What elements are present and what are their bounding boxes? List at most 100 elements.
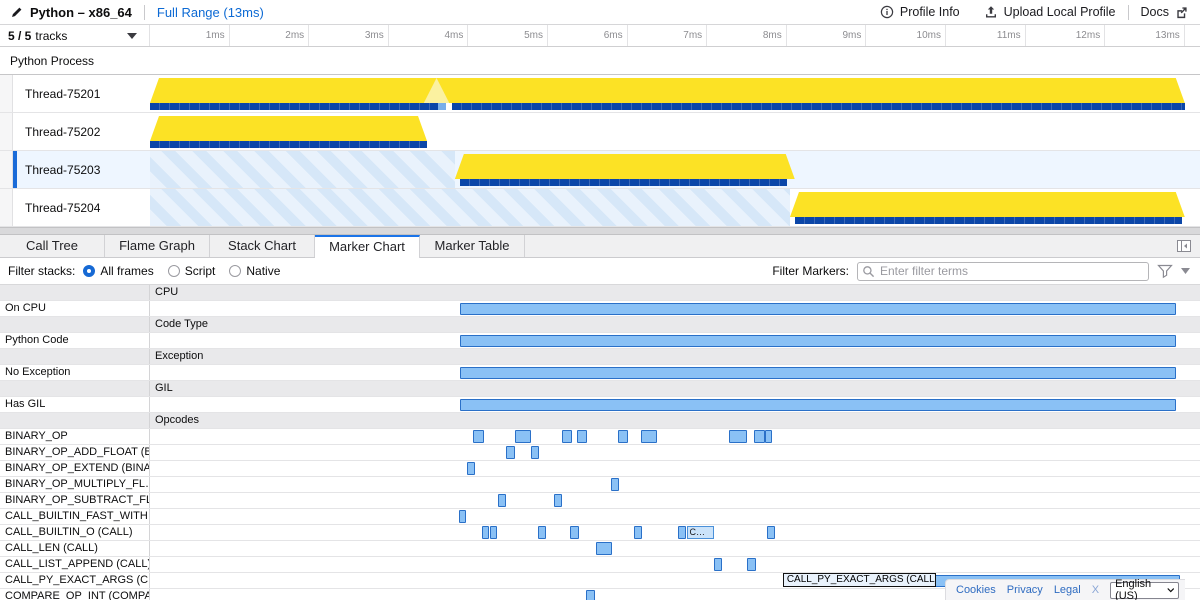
language-select[interactable]: English (US) xyxy=(1110,578,1179,600)
marker-span[interactable] xyxy=(458,510,466,523)
marker-span[interactable] xyxy=(766,526,775,539)
marker-span[interactable] xyxy=(466,462,475,475)
marker-row-label: CALL_LIST_APPEND (CALL) xyxy=(0,557,150,572)
marker-span[interactable] xyxy=(586,590,595,600)
marker-section-header-opcodes: Opcodes xyxy=(0,413,1200,429)
marker-strip xyxy=(451,103,1185,110)
filter-funnel-icon[interactable] xyxy=(1157,264,1173,279)
marker-span[interactable] xyxy=(459,303,1177,315)
marker-strip xyxy=(794,217,1183,224)
tab-stack-chart[interactable]: Stack Chart xyxy=(210,235,315,257)
marker-span[interactable] xyxy=(618,430,629,443)
marker-span[interactable] xyxy=(531,446,540,459)
marker-span[interactable] xyxy=(728,430,747,443)
marker-section-header-cpu: CPU xyxy=(0,285,1200,301)
track-rail xyxy=(0,75,13,112)
collapse-sidebar-button[interactable] xyxy=(1176,239,1192,253)
ruler-tick: 8ms xyxy=(707,25,787,46)
tab-marker-chart[interactable]: Marker Chart xyxy=(315,235,420,258)
marker-span[interactable] xyxy=(754,430,765,443)
panel-tab-bar: Call Tree Flame Graph Stack Chart Marker Ch… xyxy=(0,235,1200,258)
marker-span[interactable] xyxy=(514,430,532,443)
marker-span[interactable] xyxy=(561,430,572,443)
marker-section-header-exception: Exception xyxy=(0,349,1200,365)
marker-row-call-list-append-call-: CALL_LIST_APPEND (CALL) xyxy=(0,557,1200,573)
marker-span[interactable] xyxy=(489,526,498,539)
marker-row-binary-op-subtract-fl-: BINARY_OP_SUBTRACT_FL… xyxy=(0,493,1200,509)
language-value: English (US) xyxy=(1115,578,1152,600)
process-label: Python Process xyxy=(10,53,95,68)
tab-flame-graph[interactable]: Flame Graph xyxy=(105,235,210,257)
ruler-tick: 6ms xyxy=(548,25,628,46)
track-rail xyxy=(0,113,13,150)
track-row-thread-75201[interactable]: Thread-75201 xyxy=(0,75,1200,113)
footer-overlay: Cookies Privacy Legal X English (US) xyxy=(945,578,1185,600)
marker-selected-tooltip[interactable]: CALL_PY_EXACT_ARGS (CALL) xyxy=(782,573,937,587)
radio-script[interactable]: Script xyxy=(167,264,215,278)
marker-span[interactable] xyxy=(633,526,642,539)
ruler-tick: 4ms xyxy=(389,25,469,46)
track-row-thread-75203[interactable]: Thread-75203 xyxy=(0,151,1200,189)
selected-track-accent xyxy=(13,151,17,188)
marker-row-call-builtin-fast-with-: CALL_BUILTIN_FAST_WITH… xyxy=(0,509,1200,525)
radio-all-frames[interactable]: All frames xyxy=(83,264,154,278)
timeline-ruler-row: 5 / 5 tracks 1ms 2ms 3ms 4ms 5ms 6ms 7ms 8ms 9ms… xyxy=(0,25,1200,47)
idle-stripes xyxy=(150,151,455,188)
profile-info-button[interactable]: Profile Info xyxy=(868,0,972,24)
radio-native[interactable]: Native xyxy=(229,264,280,278)
ruler-tick: 11ms xyxy=(946,25,1026,46)
process-track-header[interactable]: Python Process xyxy=(0,47,1200,75)
marker-span[interactable] xyxy=(595,542,613,555)
marker-span[interactable] xyxy=(497,494,506,507)
marker-filter-input[interactable] xyxy=(857,261,1149,281)
marker-span[interactable] xyxy=(481,526,490,539)
marker-span-labeled[interactable]: C… xyxy=(686,526,715,539)
track-label: Thread-75204 xyxy=(25,200,101,215)
external-link-icon xyxy=(1175,6,1188,19)
marker-row-label: Has GIL xyxy=(0,397,150,412)
profile-name-button[interactable]: Python – x86_64 xyxy=(0,0,144,24)
marker-span[interactable] xyxy=(713,558,723,571)
footer-link-privacy[interactable]: Privacy xyxy=(1006,584,1043,596)
search-icon xyxy=(862,265,875,278)
ruler-tick: 13ms xyxy=(1105,25,1185,46)
full-range-button[interactable]: Full Range (13ms) xyxy=(156,4,264,20)
upload-profile-button[interactable]: Upload Local Profile xyxy=(972,0,1128,24)
filter-dropdown-caret-icon[interactable] xyxy=(1181,268,1190,274)
track-row-thread-75202[interactable]: Thread-75202 xyxy=(0,113,1200,151)
footer-link-x[interactable]: X xyxy=(1091,584,1100,596)
marker-span[interactable] xyxy=(677,526,686,539)
tab-marker-table[interactable]: Marker Table xyxy=(420,235,525,257)
marker-span[interactable] xyxy=(473,430,485,443)
filter-row: Filter stacks: All frames Script Native Fi… xyxy=(0,258,1200,285)
marker-row-on-cpu: On CPU xyxy=(0,301,1200,317)
track-row-thread-75204[interactable]: Thread-75204 xyxy=(0,189,1200,227)
marker-row-label: CALL_LEN (CALL) xyxy=(0,541,150,556)
marker-span[interactable] xyxy=(610,478,619,491)
marker-span[interactable] xyxy=(764,430,773,443)
tracks-dropdown-button[interactable]: 5 / 5 tracks xyxy=(0,25,150,46)
marker-span[interactable] xyxy=(459,335,1177,347)
marker-section-header-code-type: Code Type xyxy=(0,317,1200,333)
footer-link-cookies[interactable]: Cookies xyxy=(956,584,996,596)
marker-row-label xyxy=(0,285,150,300)
marker-span[interactable] xyxy=(459,367,1177,379)
docs-button[interactable]: Docs xyxy=(1129,0,1200,24)
marker-row-track xyxy=(150,509,1185,524)
radio-dot xyxy=(229,265,242,277)
timeline-ruler[interactable]: 1ms 2ms 3ms 4ms 5ms 6ms 7ms 8ms 9ms 10ms 11ms 12ms 1… xyxy=(150,25,1185,46)
marker-row-label: On CPU xyxy=(0,301,150,316)
ruler-tick: 5ms xyxy=(468,25,548,46)
footer-link-legal[interactable]: Legal xyxy=(1053,584,1081,596)
marker-span[interactable] xyxy=(459,399,1177,411)
marker-span[interactable] xyxy=(641,430,658,443)
marker-span[interactable] xyxy=(576,430,587,443)
marker-span[interactable] xyxy=(537,526,546,539)
marker-span[interactable] xyxy=(553,494,563,507)
marker-span[interactable] xyxy=(505,446,515,459)
marker-span[interactable] xyxy=(747,558,756,571)
panel-splitter-handle[interactable] xyxy=(0,227,1200,235)
marker-span[interactable] xyxy=(570,526,580,539)
tracks-count: 5 / 5 xyxy=(8,28,32,43)
tab-call-tree[interactable]: Call Tree xyxy=(0,235,105,257)
